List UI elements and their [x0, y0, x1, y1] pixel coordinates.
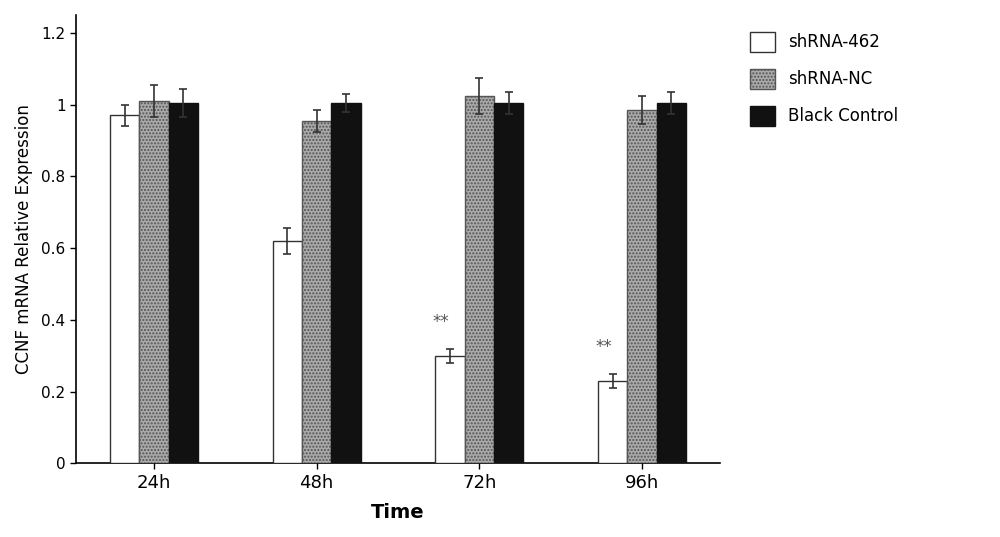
X-axis label: Time: Time — [371, 503, 425, 522]
Bar — [494, 103, 523, 463]
Bar — [110, 115, 139, 463]
Bar — [465, 96, 494, 463]
Bar — [627, 110, 657, 463]
Bar — [657, 103, 686, 463]
Bar — [169, 103, 198, 463]
Bar — [302, 121, 331, 463]
Text: **: ** — [433, 313, 450, 331]
Y-axis label: CCNF mRNA Relative Expression: CCNF mRNA Relative Expression — [15, 104, 33, 374]
Bar — [331, 103, 361, 463]
Legend: shRNA-462, shRNA-NC, Black Control: shRNA-462, shRNA-NC, Black Control — [741, 23, 906, 134]
Bar — [435, 356, 465, 463]
Bar — [273, 241, 302, 463]
Bar — [598, 381, 627, 463]
Text: **: ** — [596, 338, 612, 356]
Bar — [139, 101, 169, 463]
